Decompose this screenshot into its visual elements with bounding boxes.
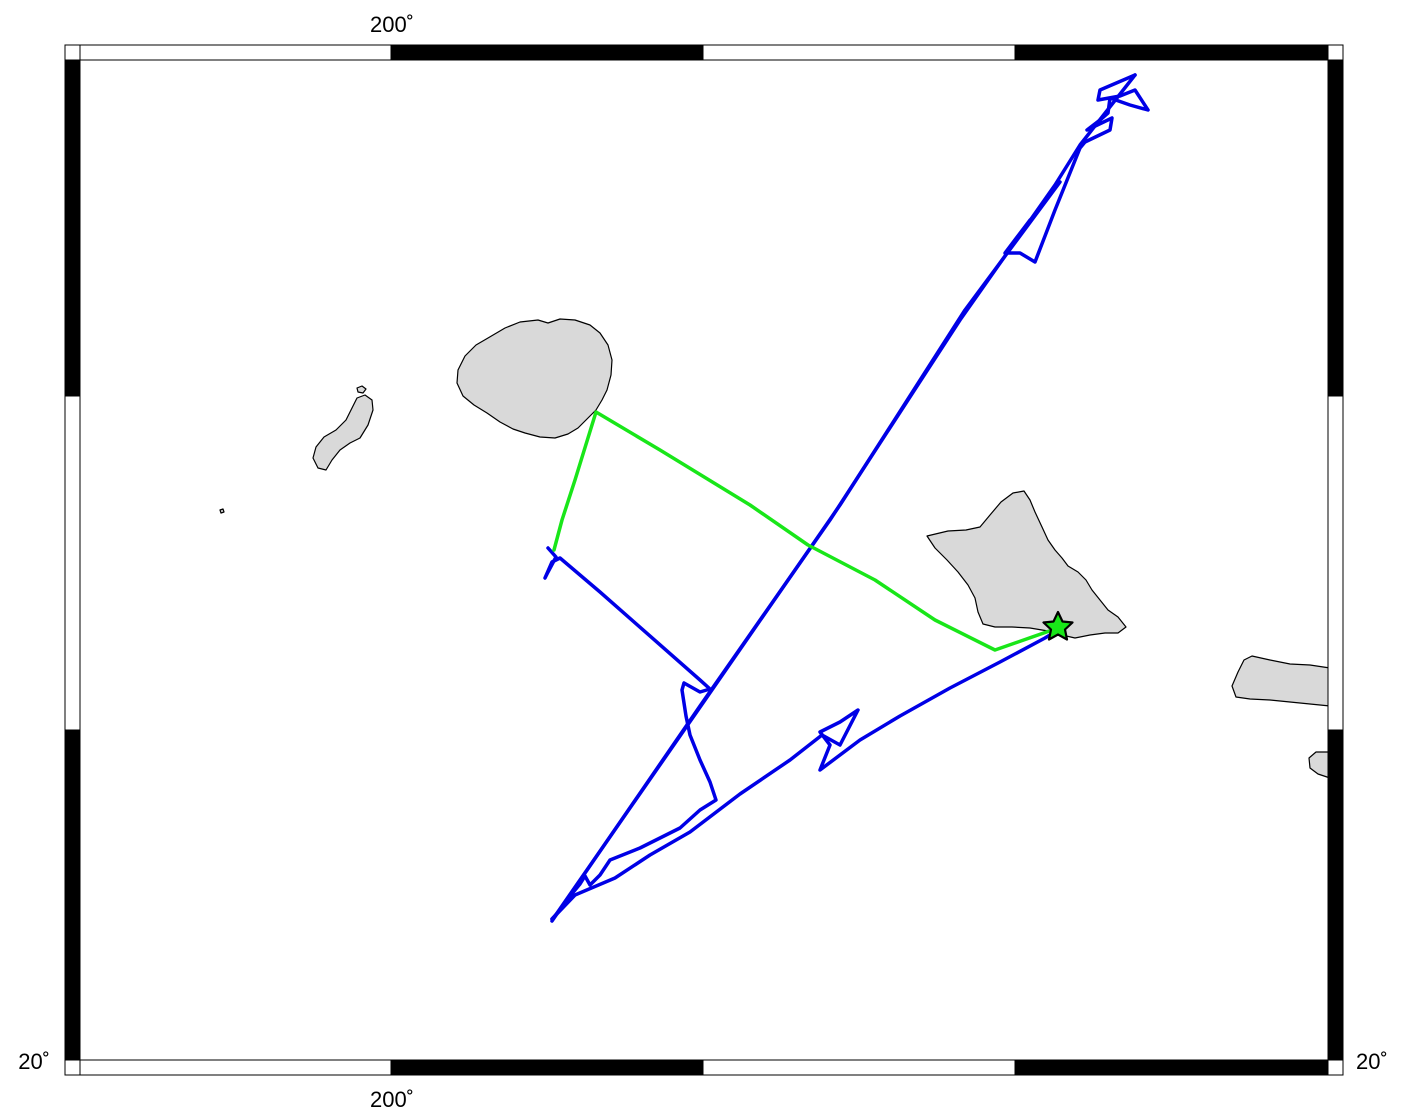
blue-track-south-return [550, 628, 1060, 921]
islet-kaula [219, 508, 225, 514]
bottom-lon-label: 200˚ [370, 1087, 414, 1112]
island-niihau [312, 394, 374, 471]
blue-track-north-box [1003, 73, 1150, 264]
map-area [80, 60, 1328, 1060]
green-track [552, 410, 1060, 652]
track-layer [543, 73, 1150, 923]
land-layer [219, 318, 1331, 779]
right-lat-label: 20˚ [1356, 1049, 1388, 1074]
island-molokai [1231, 655, 1331, 707]
left-lat-label: 20˚ [18, 1049, 50, 1074]
top-lon-label: 200˚ [370, 12, 414, 37]
blue-track-southwest [543, 546, 718, 921]
island-kauai [456, 318, 613, 439]
island-oahu [926, 490, 1127, 639]
islet-lehua [356, 385, 367, 394]
star-marker-icon [1042, 610, 1074, 641]
map-frame [64, 44, 1344, 1076]
blue-track-transect-return [553, 180, 1062, 918]
